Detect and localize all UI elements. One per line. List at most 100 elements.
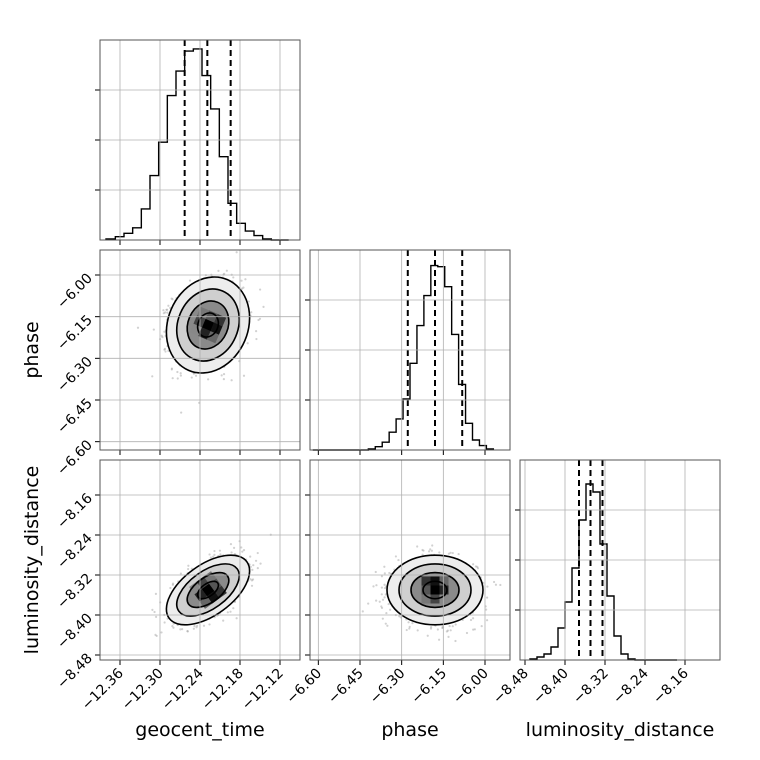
scatter-point bbox=[416, 629, 419, 632]
scatter-point bbox=[375, 599, 378, 602]
scatter-point bbox=[164, 350, 167, 353]
scatter-point bbox=[380, 593, 383, 596]
scatter-point bbox=[222, 373, 226, 376]
scatter-point bbox=[250, 311, 253, 314]
histogram-bin bbox=[167, 96, 176, 240]
density-core-cell bbox=[201, 318, 215, 332]
xlabel-luminosity-distance: luminosity_distance bbox=[526, 719, 715, 741]
scatter-point bbox=[383, 572, 386, 575]
scatter-point bbox=[176, 370, 179, 374]
scatter-point bbox=[232, 546, 236, 549]
histogram-bin bbox=[176, 71, 185, 240]
contour-line bbox=[165, 276, 251, 374]
scatter-point bbox=[209, 556, 213, 559]
scatter-point bbox=[427, 550, 431, 553]
contour-line bbox=[196, 312, 220, 338]
contour-line bbox=[196, 580, 220, 600]
scatter-point bbox=[163, 621, 166, 624]
scatter-point bbox=[162, 312, 165, 315]
scatter-point bbox=[217, 269, 220, 272]
scatter-point bbox=[256, 551, 259, 555]
scatter-point bbox=[408, 627, 411, 630]
scatter-point bbox=[494, 583, 498, 586]
scatter-point bbox=[383, 565, 386, 568]
contour-line bbox=[176, 288, 241, 362]
xlabel-phase: phase bbox=[381, 719, 438, 741]
scatter-point bbox=[151, 608, 154, 611]
scatter-point bbox=[486, 585, 489, 588]
scatter-point bbox=[394, 555, 397, 558]
scatter-point bbox=[163, 347, 167, 350]
scatter-point bbox=[449, 629, 452, 632]
contour-line bbox=[410, 571, 460, 609]
scatter-point bbox=[374, 570, 377, 574]
scatter-point bbox=[259, 288, 262, 291]
scatter-point bbox=[218, 549, 222, 552]
scatter-point bbox=[416, 545, 419, 548]
histogram-bin bbox=[211, 109, 220, 240]
scatter-point bbox=[422, 549, 425, 552]
histogram-bin bbox=[452, 334, 459, 450]
scatter-point bbox=[160, 334, 163, 337]
scatter-point bbox=[473, 628, 476, 631]
scatter-point bbox=[195, 626, 198, 629]
scatter-point bbox=[240, 287, 244, 290]
scatter-point bbox=[421, 553, 424, 556]
scatter-point bbox=[211, 555, 215, 558]
scatter-point bbox=[472, 628, 475, 631]
histogram-bin bbox=[150, 176, 159, 240]
histogram-frame-phase bbox=[309, 249, 511, 451]
scatter-point bbox=[169, 586, 172, 590]
scatter-point bbox=[441, 626, 444, 630]
scatter-point bbox=[179, 374, 182, 377]
scatter-point bbox=[361, 610, 364, 613]
histogram-bin bbox=[228, 203, 237, 240]
scatter-point bbox=[240, 279, 243, 282]
scatter-point bbox=[447, 552, 451, 555]
scatter-point bbox=[171, 377, 174, 380]
scatter-point bbox=[436, 628, 439, 631]
scatter-point bbox=[250, 579, 254, 582]
scatter-point bbox=[161, 336, 164, 339]
scatter-point bbox=[171, 624, 174, 628]
scatter-point bbox=[252, 564, 255, 567]
scatter-point bbox=[223, 272, 226, 275]
scatter-point bbox=[208, 623, 211, 626]
histogram-bin bbox=[124, 233, 133, 240]
scatter-point bbox=[380, 605, 383, 608]
histogram-bin bbox=[593, 492, 600, 660]
density-core-cell bbox=[421, 576, 431, 586]
scatter-point bbox=[232, 607, 235, 610]
scatter-point bbox=[380, 606, 384, 610]
scatter-point bbox=[186, 630, 189, 633]
scatter-point bbox=[165, 308, 168, 311]
scatter-point bbox=[194, 374, 198, 377]
scatter-point bbox=[166, 311, 169, 314]
scatter-point bbox=[387, 602, 390, 606]
scatter-point bbox=[163, 348, 166, 351]
scatter-point bbox=[160, 631, 163, 634]
density-core-cell bbox=[206, 591, 220, 604]
histogram-bin bbox=[382, 442, 389, 450]
scatter-point bbox=[471, 617, 475, 620]
histogram-bin bbox=[424, 296, 431, 450]
histogram-bin bbox=[185, 51, 194, 240]
scatter-point bbox=[262, 305, 265, 308]
scatter-point bbox=[229, 543, 233, 546]
histogram-bin bbox=[193, 49, 202, 240]
scatter-point bbox=[242, 286, 245, 289]
scatter-point bbox=[196, 624, 199, 627]
scatter-point bbox=[193, 625, 196, 628]
scatter-point bbox=[235, 251, 238, 254]
scatter-point bbox=[226, 611, 229, 614]
scatter-point bbox=[421, 548, 424, 552]
scatter-point bbox=[187, 567, 190, 571]
scatter-point bbox=[163, 330, 166, 333]
contour-line bbox=[422, 580, 448, 600]
scatter-point bbox=[446, 629, 449, 632]
histogram-bin bbox=[389, 432, 396, 450]
scatter-point bbox=[438, 551, 441, 554]
scatter-point bbox=[256, 566, 259, 570]
scatter-point bbox=[181, 627, 184, 631]
scatter-point bbox=[208, 553, 211, 556]
